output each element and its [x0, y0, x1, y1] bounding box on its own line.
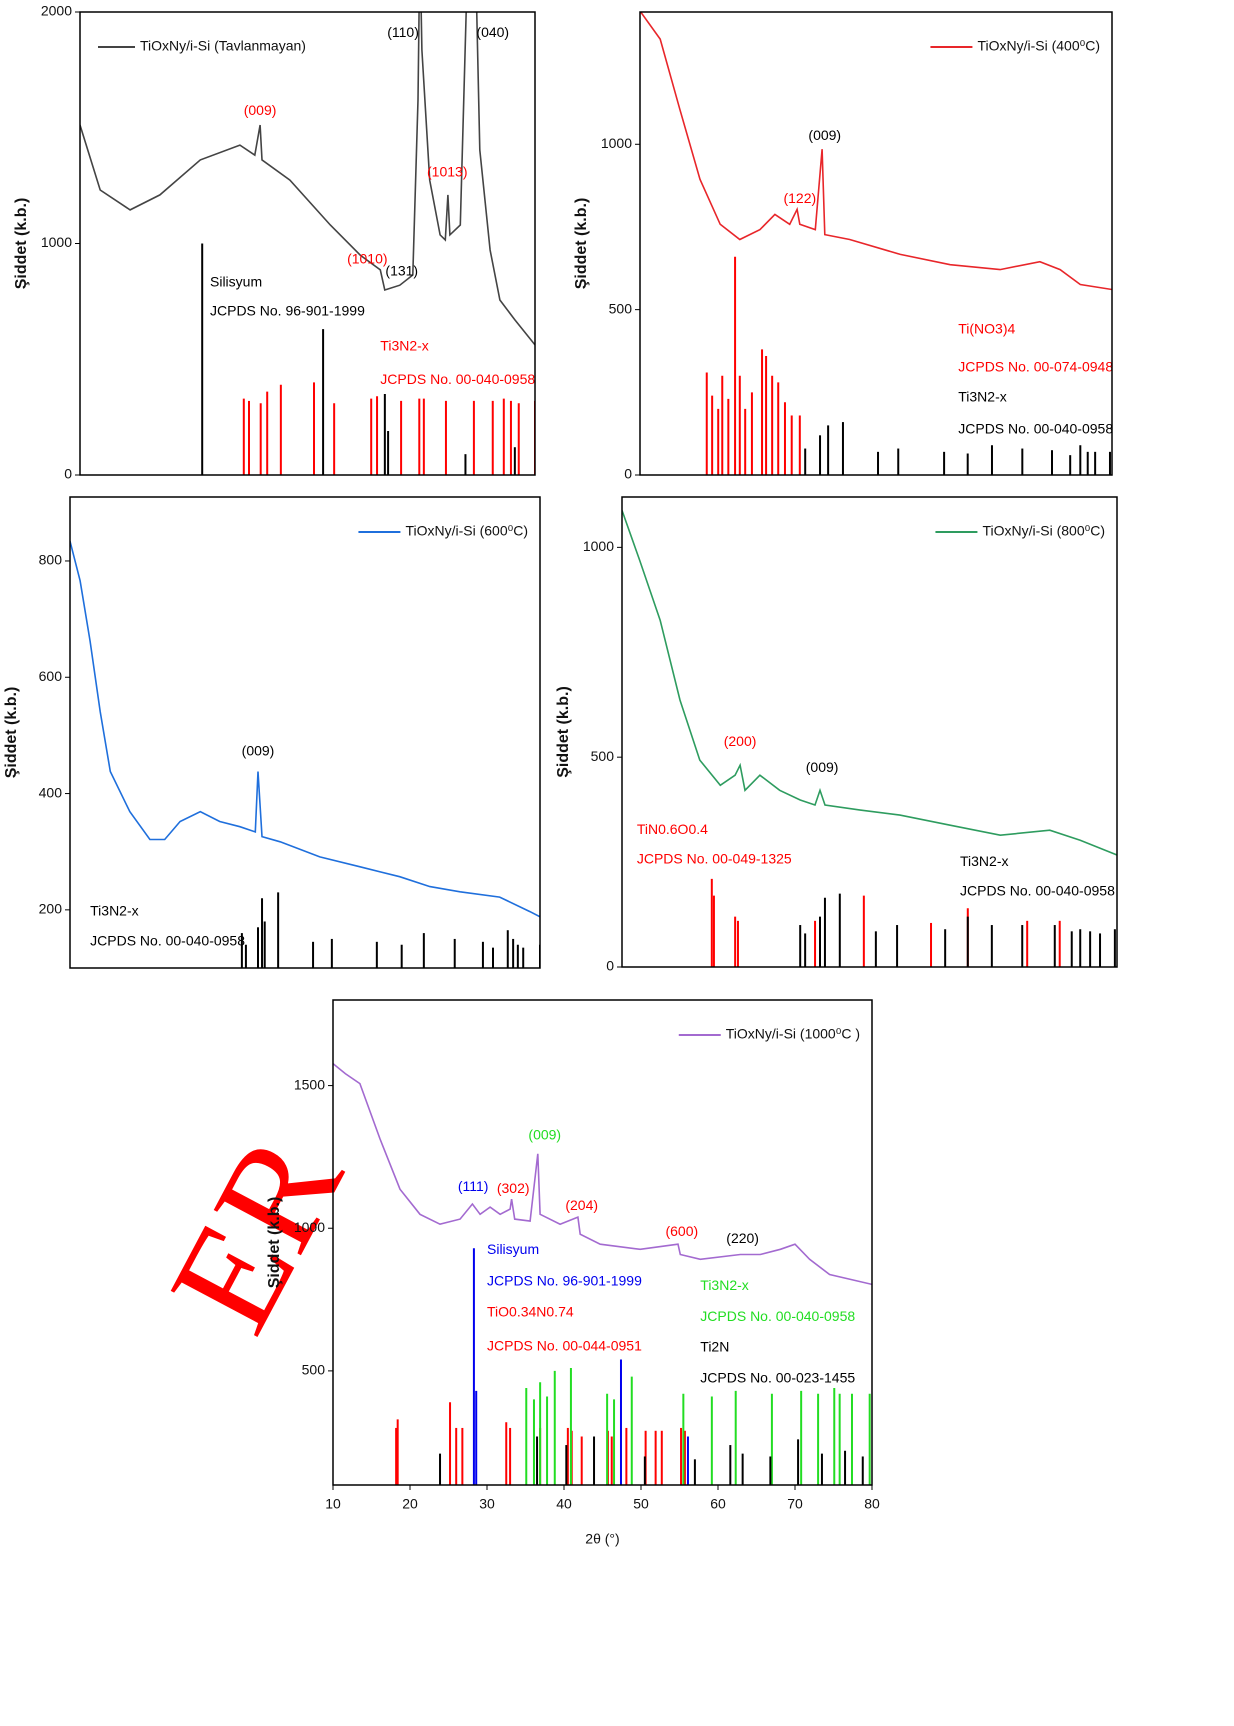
y-tick-label: 1000: [601, 135, 632, 151]
x-tick-label: 10: [325, 1496, 341, 1512]
plot-frame: [639, 11, 1113, 476]
peak-label: (110): [387, 24, 419, 40]
xrd-curve: [333, 1062, 872, 1286]
legend-label: TiOxNy/i-Si (1000⁰C ): [726, 1026, 860, 1042]
x-tick-label: 50: [633, 1496, 649, 1512]
watermark: ER: [138, 1109, 375, 1356]
reference-label: Silisyum: [487, 1241, 539, 1257]
peak-label: (200): [724, 733, 757, 749]
x-tick-label: 20: [402, 1496, 418, 1512]
reference-label: Ti3N2-x: [380, 338, 429, 354]
plot-area: [333, 1062, 872, 1485]
x-tick-label: 60: [710, 1496, 726, 1512]
legend-label: TiOxNy/i-Si (800⁰C): [982, 523, 1105, 539]
peak-label: (009): [244, 102, 277, 118]
panel: TiOxNy/i-Si (1000⁰C ) (111) (302) (009) (204…: [266, 999, 880, 1547]
y-tick-label: 0: [624, 466, 632, 482]
reference-label: Ti3N2-x: [958, 389, 1007, 405]
peak-label: (009): [808, 127, 841, 143]
peak-label: (1013): [427, 164, 467, 180]
y-tick-label: 500: [302, 1362, 326, 1378]
xrd-curve: [80, 12, 535, 346]
y-tick-label: 1000: [294, 1219, 325, 1235]
reference-label: Ti2N: [700, 1338, 729, 1354]
y-tick-label: 0: [606, 958, 614, 974]
reference-label: JCPDS No. 00-040-0958: [90, 933, 245, 949]
x-tick-label: 40: [556, 1496, 572, 1512]
reference-label: Ti3N2-x: [960, 853, 1009, 869]
reference-label: JCPDS No. 00-040-0958: [700, 1308, 855, 1324]
y-axis-label: Şiddet (k.b.): [3, 687, 20, 779]
legend-label: TiOxNy/i-Si (600⁰C): [405, 523, 528, 539]
reference-label: JCPDS No. 00-074-0948: [958, 359, 1113, 375]
y-axis-label: Şiddet (k.b.): [555, 686, 572, 778]
panel: TiOxNy/i-Si (800⁰C) (200) (009) TiN0.6O0.4 J…: [555, 496, 1118, 974]
plot-frame: [332, 999, 873, 1486]
reference-label: TiO0.34N0.74: [487, 1303, 574, 1319]
x-tick-label: 80: [864, 1496, 880, 1512]
peak-label: (302): [497, 1180, 530, 1196]
y-tick-label: 800: [39, 552, 63, 568]
peak-label: (600): [665, 1223, 698, 1239]
plot-area: [70, 541, 540, 968]
plot-frame: [621, 496, 1118, 968]
reference-label: Silisyum: [210, 274, 262, 290]
reference-label: Ti(NO3)4: [958, 321, 1015, 337]
reference-label: JCPDS No. 00-044-0951: [487, 1337, 642, 1353]
x-tick-label: 30: [479, 1496, 495, 1512]
x-tick-label: 70: [787, 1496, 803, 1512]
y-tick-label: 1500: [294, 1076, 325, 1092]
reference-label: JCPDS No. 00-040-0958: [960, 883, 1115, 899]
panel: TiOxNy/i-Si (Tavlanmayan) (009) (110) (040)…: [13, 3, 536, 482]
y-tick-label: 500: [609, 300, 633, 316]
legend-label: TiOxNy/i-Si (400⁰C): [977, 38, 1100, 54]
y-axis-label: Şiddet (k.b.): [13, 198, 30, 290]
reference-label: JCPDS No. 96-901-1999: [487, 1272, 642, 1288]
peak-label: (122): [783, 190, 816, 206]
peak-label: (040): [476, 24, 509, 40]
peak-label: (131): [385, 263, 418, 279]
y-tick-label: 2000: [41, 3, 72, 19]
peak-label: (009): [806, 759, 839, 775]
reference-label: JCPDS No. 00-023-1455: [700, 1370, 855, 1386]
panel: TiOxNy/i-Si (600⁰C) (009) Ti3N2-x JCPDS No.…: [3, 496, 541, 969]
peak-label: (111): [458, 1178, 489, 1194]
panel: TiOxNy/i-Si (400⁰C) (122) (009) Ti(NO3)4 JCP…: [573, 11, 1113, 482]
legend-label: TiOxNy/i-Si (Tavlanmayan): [140, 38, 306, 54]
x-axis-label: 2θ (°): [585, 1531, 619, 1547]
y-tick-label: 600: [39, 668, 63, 684]
reference-label: Ti3N2-x: [90, 902, 138, 918]
xrd-curve: [622, 510, 1117, 856]
xrd-curve: [640, 12, 1112, 291]
xrd-curve: [70, 541, 540, 918]
peak-label: (009): [242, 742, 275, 758]
peak-label: (009): [528, 1127, 561, 1143]
y-tick-label: 400: [39, 784, 63, 800]
peak-label: (220): [726, 1230, 759, 1246]
y-tick-label: 500: [591, 748, 615, 764]
reference-label: JCPDS No. 00-040-0958: [958, 421, 1113, 437]
y-tick-label: 1000: [41, 234, 72, 250]
reference-label: JCPDS No. 00-040-0958: [380, 371, 535, 387]
peak-label: (204): [565, 1197, 598, 1213]
plot-frame: [79, 11, 536, 476]
plot-area: [622, 510, 1117, 967]
y-axis-label: Şiddet (k.b.): [266, 1197, 283, 1289]
plot-area: [640, 12, 1112, 475]
reference-label: Ti3N2-x: [700, 1277, 749, 1293]
plot-frame: [69, 496, 541, 969]
y-tick-label: 0: [64, 466, 72, 482]
reference-label: JCPDS No. 00-049-1325: [637, 851, 792, 867]
y-tick-label: 1000: [583, 538, 614, 554]
reference-label: JCPDS No. 96-901-1999: [210, 303, 365, 319]
y-axis-label: Şiddet (k.b.): [573, 198, 590, 290]
reference-label: TiN0.6O0.4: [637, 821, 708, 837]
plot-area: [80, 12, 535, 475]
y-tick-label: 200: [39, 901, 63, 917]
peak-label: (1010): [347, 251, 387, 267]
